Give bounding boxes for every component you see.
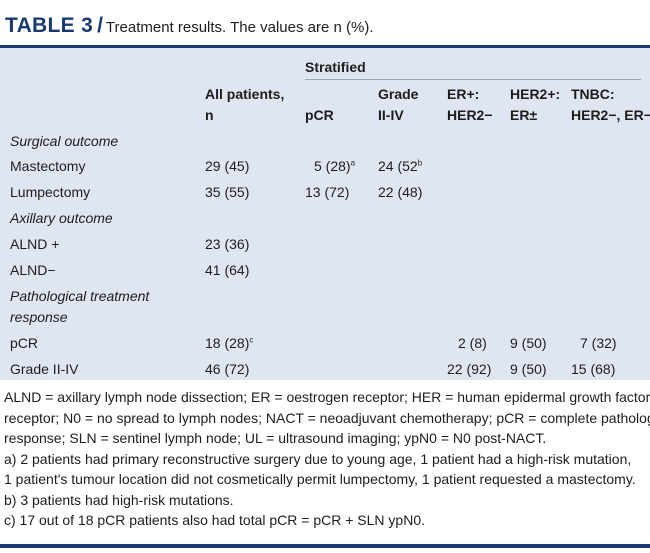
row-grade-all: 46 (72) bbox=[205, 361, 250, 377]
table-footnotes: ALND = axillary lymph node dissection; E… bbox=[4, 387, 650, 531]
table-number: TABLE 3 bbox=[5, 14, 94, 37]
row-mastectomy-label: Mastectomy bbox=[10, 158, 86, 174]
header-er-line1: ER+: bbox=[447, 86, 480, 102]
table-caption: TABLE 3/Treatment results. The values ar… bbox=[5, 14, 374, 38]
row-alnd-neg-label: ALND− bbox=[10, 262, 56, 278]
stratified-header-rule bbox=[305, 79, 641, 80]
row-lumpectomy-label: Lumpectomy bbox=[10, 184, 91, 200]
footnote-abbreviations-line2: receptor; N0 = no spread to lymph nodes;… bbox=[4, 409, 650, 426]
header-er-line2: HER2− bbox=[447, 107, 493, 123]
row-pcr-tnbc: 7 (32) bbox=[580, 335, 617, 351]
header-tnbc-line2: HER2−, ER− bbox=[571, 107, 650, 123]
row-alnd-pos-all: 23 (36) bbox=[205, 236, 250, 252]
table-bottom-rule bbox=[0, 544, 650, 548]
section-pathological-line2: response bbox=[10, 309, 68, 325]
footnote-a-line2: 1 patient's tumour location did not cosm… bbox=[4, 471, 636, 487]
header-grade-line2: II-IV bbox=[378, 107, 404, 123]
section-surgical-outcome: Surgical outcome bbox=[10, 133, 119, 149]
header-pcr: pCR bbox=[305, 107, 334, 123]
row-grade-er: 22 (92) bbox=[447, 361, 492, 377]
row-pcr-label: pCR bbox=[10, 335, 39, 351]
caption-text: Treatment results. The values are n (%). bbox=[105, 19, 374, 36]
row-grade-her2: 9 (50) bbox=[510, 361, 547, 377]
footnote-b: b) 3 patients had high-risk mutations. bbox=[4, 491, 234, 508]
row-pcr-er: 2 (8) bbox=[458, 335, 487, 351]
footnote-c: c) 17 out of 18 pCR patients also had to… bbox=[4, 512, 426, 528]
row-lumpectomy-grade: 22 (48) bbox=[378, 184, 423, 200]
table-body-background bbox=[0, 45, 650, 380]
footnote-a-line1: a) 2 patients had primary reconstructive… bbox=[4, 450, 632, 467]
footnote-marker-b: b bbox=[417, 158, 423, 168]
footnote-abbreviations-line1: ALND = axillary lymph node dissection; E… bbox=[4, 389, 650, 405]
row-alnd-pos-label: ALND + bbox=[10, 236, 60, 252]
row-pcr-her2: 9 (50) bbox=[510, 335, 547, 351]
row-mastectomy-all: 29 (45) bbox=[205, 158, 250, 174]
row-mastectomy-pcr: 5 (28)a bbox=[314, 158, 356, 174]
header-grade-line1: Grade bbox=[378, 86, 419, 102]
caption-slash: / bbox=[97, 14, 103, 37]
header-her2-line1: HER2+: bbox=[510, 86, 561, 102]
row-pcr-all: 18 (28)c bbox=[205, 335, 254, 351]
row-lumpectomy-pcr: 13 (72) bbox=[305, 184, 350, 200]
footnote-marker-c: c bbox=[249, 335, 254, 345]
row-grade-tnbc: 15 (68) bbox=[571, 361, 616, 377]
footnote-marker-a: a bbox=[350, 158, 356, 168]
header-her2-line2: ER± bbox=[510, 107, 538, 123]
section-pathological-line1: Pathological treatment bbox=[10, 288, 150, 304]
header-stratified: Stratified bbox=[305, 59, 366, 75]
header-all-patients-line2: n bbox=[205, 107, 214, 123]
section-axillary-outcome: Axillary outcome bbox=[10, 210, 113, 226]
row-lumpectomy-all: 35 (55) bbox=[205, 184, 250, 200]
row-grade-label: Grade II-IV bbox=[10, 361, 79, 377]
row-alnd-neg-all: 41 (64) bbox=[205, 262, 250, 278]
header-all-patients-line1: All patients, bbox=[205, 86, 285, 102]
header-tnbc-line1: TNBC: bbox=[571, 86, 615, 102]
table-top-rule bbox=[0, 45, 650, 48]
footnote-abbreviations-line3: response; SLN = sentinel lymph node; UL … bbox=[4, 430, 547, 446]
row-mastectomy-grade: 24 (52b bbox=[378, 158, 423, 174]
